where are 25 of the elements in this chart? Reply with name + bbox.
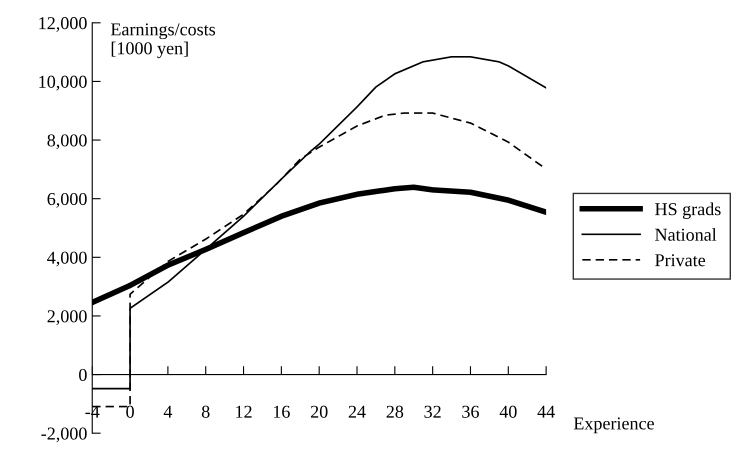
- y-tick-label: 8,000: [47, 134, 87, 150]
- x-tick-label: 0: [126, 406, 134, 418]
- y-axis-title: Earnings/costs [1000 yen]: [110, 23, 216, 58]
- legend-label: National: [655, 228, 716, 241]
- y-tick-label: 6,000: [48, 192, 87, 208]
- x-tick-label: 24: [348, 406, 366, 418]
- x-tick-label: 12: [236, 406, 252, 418]
- y-tick-label: 12,000: [39, 17, 87, 32]
- y-tick-label: -2,000: [41, 427, 87, 442]
- x-tick-label: 36: [462, 406, 479, 418]
- x-tick-label: 20: [310, 406, 328, 418]
- x-tick-label: 32: [424, 406, 441, 418]
- x-tick-label: 28: [386, 406, 404, 418]
- x-tick-label: 40: [500, 406, 517, 418]
- legend-label: HS grads: [655, 202, 721, 219]
- x-tick-label: 4: [164, 406, 172, 418]
- x-tick-label: 8: [202, 406, 210, 418]
- x-tick-label: 16: [274, 406, 290, 418]
- y-tick-label: 4,000: [47, 252, 87, 266]
- x-axis-title: Experience: [574, 417, 654, 434]
- x-tick-label: 44: [537, 406, 555, 418]
- y-tick-label: 0: [79, 368, 87, 382]
- legend-label: Private: [655, 254, 706, 266]
- y-tick-label: 2,000: [48, 310, 87, 325]
- y-tick-label: 10,000: [39, 76, 87, 90]
